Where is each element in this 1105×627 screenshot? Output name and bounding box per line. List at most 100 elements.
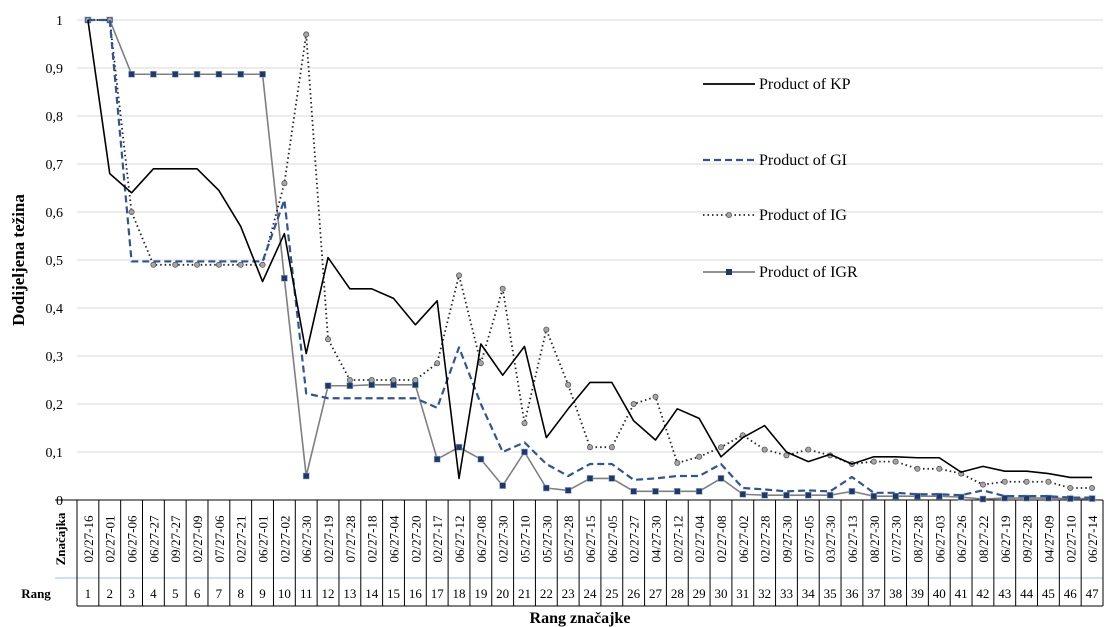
rank-label: 44: [1020, 586, 1034, 601]
data-point-ig: [587, 444, 594, 451]
y-tick-label: 0,9: [46, 62, 64, 77]
rank-label: 28: [671, 586, 684, 601]
rank-label: 33: [780, 586, 793, 601]
data-point-ig: [565, 381, 572, 388]
legend-marker: [726, 269, 732, 275]
rank-label: 12: [322, 586, 335, 601]
data-point-ig: [412, 376, 419, 383]
data-point-ig: [281, 180, 288, 187]
feature-label: 06/27-15: [583, 516, 598, 563]
rank-label: 36: [845, 586, 859, 601]
data-point-igr: [957, 493, 965, 501]
y-tick-label: 1: [56, 14, 63, 29]
rank-label: 14: [365, 586, 379, 601]
data-table: Značajka Rang 02/27-16 02/27-01 06/27-06 06/2…: [21, 499, 1104, 607]
data-point-ig: [237, 261, 244, 268]
data-point-igr: [935, 492, 943, 500]
rank-label: 10: [278, 586, 291, 601]
data-point-igr: [259, 70, 266, 78]
legend-entry: Product of GI: [759, 152, 847, 169]
data-point-igr: [717, 475, 725, 482]
series-lines: [84, 16, 1096, 503]
data-point-ig: [456, 272, 463, 279]
feature-label: 02/27-21: [234, 516, 249, 563]
feature-label: 06/27-12: [452, 516, 467, 563]
feature-label: 09/27-27: [168, 515, 183, 562]
rank-label: 40: [933, 586, 946, 601]
data-point-igr: [433, 455, 441, 463]
data-point-igr: [302, 472, 310, 480]
y-tick-label: 0,5: [46, 254, 64, 269]
data-point-igr: [979, 495, 987, 503]
feature-label: 02/27-02: [277, 516, 292, 563]
rank-label: 41: [955, 586, 968, 601]
table-row-header-feature: Značajka: [53, 512, 68, 565]
data-point-igr: [324, 382, 332, 390]
data-point-ig: [936, 465, 943, 472]
data-point-ig: [499, 285, 506, 292]
data-point-ig: [1067, 484, 1074, 491]
legend-marker: [726, 211, 733, 218]
y-tick-label: 0,3: [46, 350, 64, 365]
data-point-igr: [608, 475, 616, 482]
y-tick-label: 0,4: [46, 302, 64, 317]
data-point-igr: [499, 482, 506, 489]
rank-label: 5: [172, 586, 179, 601]
data-point-ig: [717, 444, 724, 451]
y-tick-label: 0,6: [46, 206, 64, 221]
rank-label: 32: [758, 586, 771, 601]
data-point-ig: [434, 360, 441, 367]
rank-label: 47: [1086, 586, 1100, 601]
feature-label: 06/27-02: [736, 516, 751, 563]
data-point-ig: [128, 208, 135, 215]
y-axis-label: Dodijeljena težina: [9, 194, 28, 326]
feature-label: 04/27-09: [1041, 516, 1056, 563]
feature-label: 02/27-01: [103, 516, 118, 563]
feature-label: 02/27-28: [758, 516, 773, 563]
rank-label: 42: [976, 586, 989, 601]
data-point-ig: [630, 400, 637, 407]
feature-label: 08/27-30: [867, 516, 882, 563]
feature-label: 02/27-09: [190, 516, 205, 563]
y-tick-label: 0,7: [46, 158, 64, 173]
rank-label: 38: [889, 586, 902, 601]
data-point-ig: [521, 420, 528, 427]
data-point-igr: [761, 491, 768, 499]
rank-label: 29: [693, 586, 706, 601]
feature-label: 06/27-03: [932, 516, 947, 563]
rank-label: 20: [496, 586, 509, 601]
legend: Product of KP Product of GI Product of IG P…: [703, 76, 858, 281]
feature-label: 02/27-16: [81, 515, 96, 562]
y-tick-label: 0,2: [46, 398, 64, 413]
rank-label: 1: [85, 586, 92, 601]
data-point-igr: [281, 274, 288, 282]
feature-label: 06/27-06: [125, 515, 140, 562]
data-point-igr: [193, 70, 201, 78]
feature-label: 08/27-22: [976, 516, 991, 563]
feature-label: 05/27-30: [539, 516, 554, 563]
data-point-ig: [914, 465, 921, 472]
data-point-igr: [870, 492, 878, 500]
rank-label: 3: [128, 586, 135, 601]
rank-label: 19: [474, 586, 487, 601]
rank-label: 17: [431, 586, 445, 601]
feature-label: 02/27-18: [365, 516, 380, 563]
rank-label: 37: [867, 586, 881, 601]
data-point-ig: [1023, 478, 1030, 485]
rank-label: 30: [714, 586, 727, 601]
data-point-igr: [695, 488, 703, 495]
data-point-igr: [215, 70, 223, 78]
data-point-igr: [1023, 494, 1030, 502]
data-point-ig: [979, 481, 986, 488]
data-point-igr: [630, 488, 637, 495]
series-line-product-of-gi: [87, 18, 1093, 499]
feature-label: 03/27-30: [823, 516, 838, 563]
table-row-header-rank: Rang: [21, 586, 51, 601]
feature-label: 06/27-08: [474, 516, 489, 563]
series-line-product-of-ig: [87, 19, 1093, 489]
data-point-ig: [346, 376, 353, 383]
feature-label: 02/27-08: [714, 516, 729, 563]
feature-label: 02/27-17: [430, 515, 445, 562]
feature-label: 02/27-20: [408, 516, 423, 563]
data-point-igr: [128, 70, 135, 78]
